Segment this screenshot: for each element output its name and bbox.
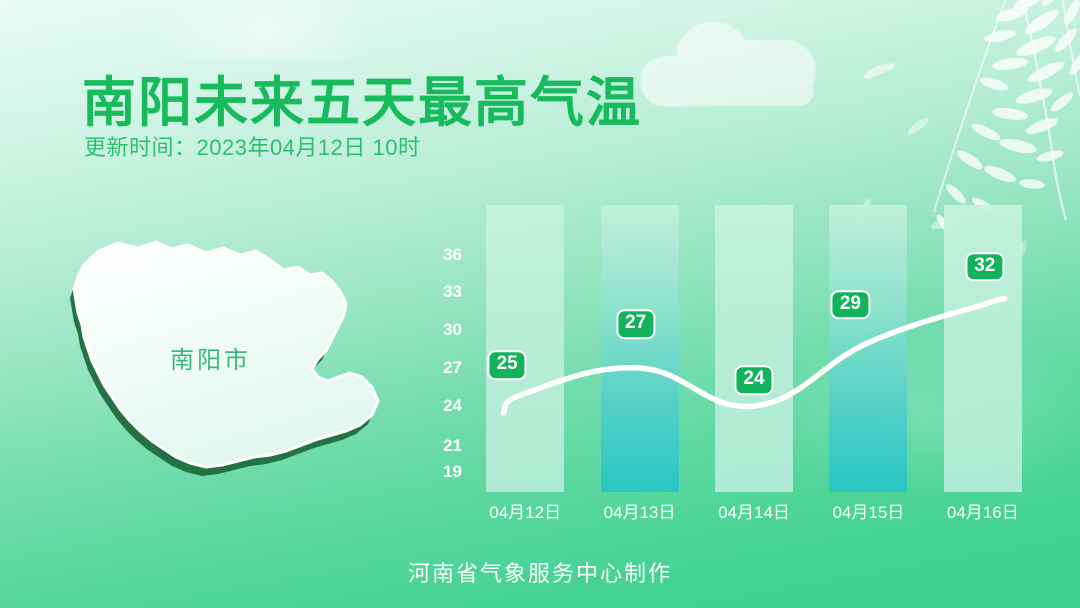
page-title: 南阳未来五天最高气温: [82, 73, 642, 133]
temperature-line: [500, 295, 1008, 416]
value-badge-04月14日: 24: [734, 365, 774, 395]
y-axis-tick: 36: [443, 245, 462, 264]
value-badge-04月16日: 32: [965, 251, 1005, 282]
petal-icon: [861, 59, 897, 82]
cloud-glow-left-icon: [150, 0, 380, 60]
x-axis-tick: 04月15日: [832, 503, 905, 522]
x-axis-tick: 04月14日: [718, 503, 790, 522]
chart-column-3: [715, 205, 793, 492]
x-axis-tick: 04月16日: [946, 503, 1019, 522]
value-badge-04月13日: 27: [616, 309, 656, 339]
y-axis-tick: 19: [443, 462, 462, 481]
x-axis-tick: 04月13日: [603, 503, 676, 522]
y-axis-tick: 30: [443, 320, 462, 339]
cloud-icon: [640, 18, 820, 106]
x-axis-tick: 04月12日: [489, 503, 562, 522]
map-shape-icon: [70, 240, 380, 476]
map-region-label: 南阳市: [170, 347, 251, 374]
nanyang-map: [60, 235, 420, 500]
value-badge-04月12日: 25: [487, 350, 527, 381]
value-badge-04月15日: 29: [830, 289, 870, 320]
chart-x-axis: 04月12日 04月13日 04月14日 04月15日 04月16日: [468, 492, 1040, 526]
chart-column-4: [829, 205, 908, 492]
y-axis-tick: 27: [443, 358, 462, 377]
chart-y-axis: 36 33 30 27 24 21 19: [420, 200, 466, 492]
y-axis-tick: 24: [443, 396, 462, 415]
y-axis-tick: 33: [443, 282, 462, 301]
update-time-text: 更新时间：2023年04月12日 10时: [84, 135, 421, 160]
y-axis-tick: 21: [443, 436, 462, 455]
chart-column-1: [486, 205, 565, 492]
footer-credit: 河南省气象服务中心制作: [407, 561, 672, 586]
petal-icon: [905, 114, 931, 138]
chart-column-bands: [468, 205, 1040, 492]
temperature-chart: 36 33 30 27 24 21 19 04月12日 04月13日 04月14日 04月15日 0…: [420, 200, 1040, 522]
chart-column-2: [600, 205, 679, 492]
